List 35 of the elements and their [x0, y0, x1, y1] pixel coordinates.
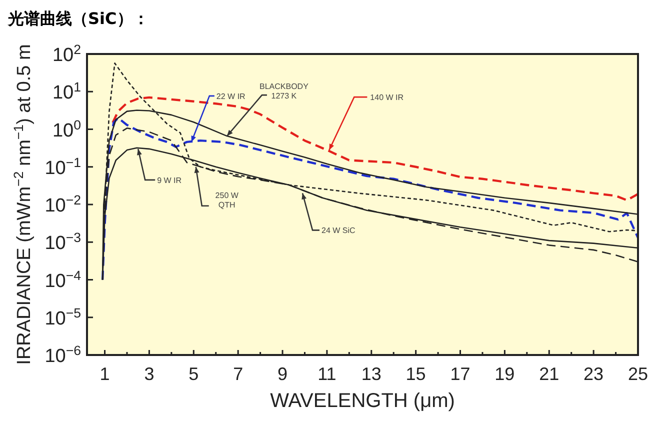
y-tick-label: 10$^{−1}$ [44, 154, 81, 179]
annotation: 250 W QTH [215, 190, 239, 210]
y-tick-label: 10$^{−3}$ [44, 230, 81, 254]
annotation: 9 W IR [157, 176, 182, 185]
annotation: 22 W IR [216, 92, 246, 101]
y-tick-label: 10$^{−4}$ [44, 267, 81, 292]
x-tick-label: 13 [361, 364, 382, 384]
x-tick-label: 11 [318, 364, 336, 384]
x-tick-label: 3 [144, 364, 154, 384]
y-tick-label: 10$^{−2}$ [44, 192, 81, 216]
x-tick-label: 19 [494, 364, 515, 384]
x-tick-label: 1 [100, 364, 110, 384]
annotation: 24 W SiC [302, 193, 356, 236]
annotation: 24 W SiC [322, 226, 356, 236]
x-axis-title: WAVELENGTH (μm) [270, 390, 455, 412]
x-tick-label: 5 [188, 364, 199, 384]
annotation: BLACKBODY 1273 K [260, 82, 310, 101]
annotation: 9 W IR [136, 148, 182, 185]
y-tick-label: 10$^{2}$ [52, 42, 81, 66]
x-tick-label: 17 [450, 364, 470, 384]
annotation: 140 W IR [370, 93, 404, 102]
y-tick-label: 10$^{0}$ [52, 116, 81, 142]
x-tick-label: 25 [628, 364, 648, 384]
annotation: 22 W IR [190, 92, 246, 142]
y-tick-label: 10$^{1}$ [52, 79, 81, 104]
x-tick-label: 15 [406, 364, 426, 384]
annotation: 140 W IR [328, 93, 404, 150]
annotation: 250 W QTH [194, 166, 238, 210]
x-tick-label: 23 [584, 364, 604, 384]
x-tick-label: 21 [539, 364, 560, 384]
y-tick-label: 10$^{−6}$ [44, 342, 81, 367]
x-tick-label: 9 [278, 364, 288, 384]
y-tick-label: 10$^{−5}$ [44, 304, 81, 330]
x-tick-label: 7 [233, 364, 244, 384]
chart-title: 光谱曲线（SiC）： [7, 9, 149, 28]
